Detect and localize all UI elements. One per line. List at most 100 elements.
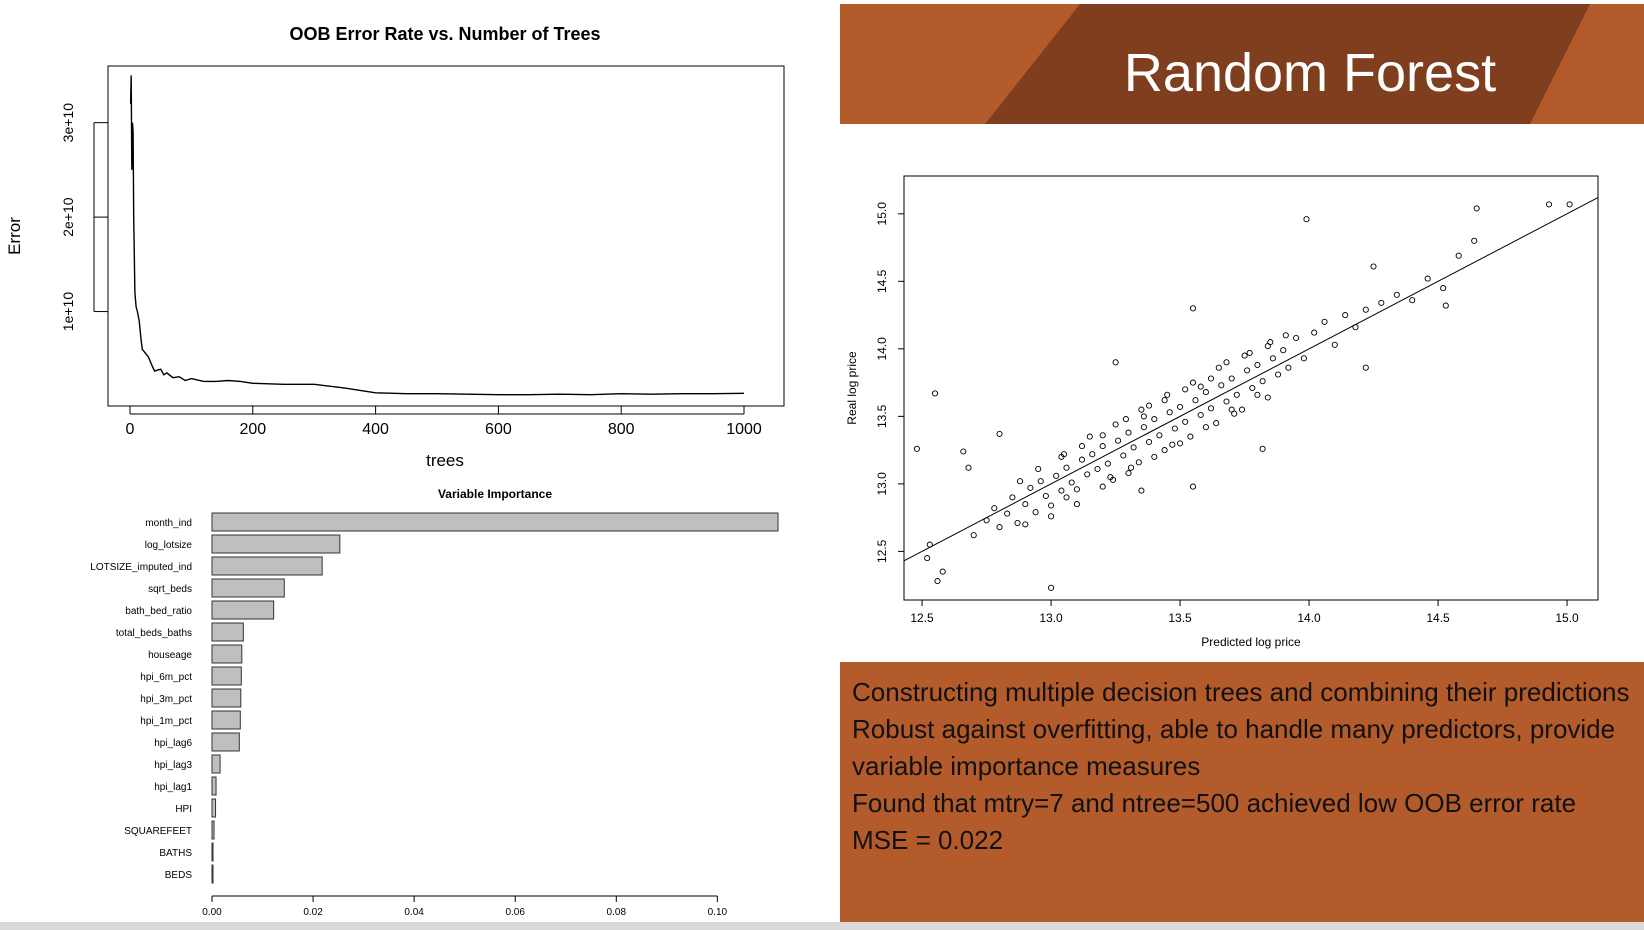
importance-category-label: BATHS [159, 848, 192, 859]
scatter-point [1146, 438, 1153, 446]
scatter-point [1207, 405, 1215, 412]
scatter-point [1161, 447, 1168, 454]
scatter-point [1035, 465, 1042, 473]
scatter-point [1409, 297, 1416, 304]
oob-x-tick-label: 200 [239, 421, 266, 438]
scatter-point [1264, 343, 1271, 350]
importance-bar [211, 754, 221, 774]
scatter-point [1027, 484, 1034, 491]
scatter-point [1017, 478, 1024, 485]
scatter-point [1370, 263, 1377, 270]
scatter-point [1177, 440, 1184, 447]
importance-bar [211, 644, 243, 664]
scatter-point [1122, 416, 1129, 423]
scatter-point [996, 430, 1003, 437]
importance-x-tick-label: 0.02 [303, 907, 323, 918]
importance-bar [211, 842, 214, 862]
scatter-point [1177, 403, 1184, 410]
scatter-y-axis-label: Real log price [845, 351, 859, 425]
scatter-point [1099, 443, 1106, 450]
oob-x-axis-label: trees [426, 451, 464, 470]
importance-bar [211, 534, 341, 554]
scatter-point [1182, 386, 1189, 393]
scatter-point [1233, 391, 1240, 398]
importance-bar [211, 600, 275, 620]
importance-chart-title: Variable Importance [438, 487, 552, 501]
scatter-point [1187, 433, 1194, 440]
scatter-point [1073, 501, 1080, 508]
oob-x-tick-label: 0 [126, 421, 135, 438]
scatter-point [1285, 364, 1292, 371]
scatter-point [1378, 299, 1385, 306]
scatter-point [1182, 418, 1189, 425]
scatter-panel: Predicted log price Real log price 12.5 1… [840, 126, 1632, 662]
scatter-point [1022, 501, 1029, 508]
description-line-4: MSE = 0.022 [852, 825, 1004, 855]
scatter-point [1545, 201, 1553, 208]
scatter-point [1058, 487, 1065, 494]
scatter-point [1171, 425, 1178, 432]
scatter-point [983, 517, 990, 524]
scatter-y-tick-label: 14.0 [875, 337, 889, 361]
scatter-point [1053, 472, 1060, 479]
scatter-point [1202, 424, 1209, 431]
scatter-point [1223, 398, 1230, 405]
scatter-point [1166, 409, 1173, 416]
scatter-point [970, 532, 977, 539]
scatter-point [926, 541, 933, 548]
scatter-point [1331, 341, 1338, 348]
scatter-point [1282, 332, 1289, 339]
importance-bar [211, 512, 779, 532]
scatter-point [1293, 334, 1300, 342]
scatter-point [1130, 444, 1137, 451]
variable-importance-chart: Variable Importance month_ind log_lotsize… [90, 487, 779, 918]
scatter-point [1099, 432, 1106, 439]
scatter-point [1112, 421, 1119, 428]
scatter-point [1169, 441, 1176, 448]
oob-x-tick-label: 1000 [726, 421, 762, 438]
scatter-point [1192, 397, 1199, 404]
importance-bar [211, 864, 214, 884]
importance-category-label: bath_bed_ratio [125, 606, 192, 617]
scatter-point [1259, 445, 1266, 452]
oob-error-series-line [129, 75, 745, 396]
importance-category-label: month_ind [145, 518, 192, 529]
importance-category-label: hpi_6m_pct [140, 672, 192, 683]
scatter-point [1058, 453, 1065, 460]
importance-bar [211, 578, 285, 598]
scatter-point [1362, 364, 1369, 371]
scatter-point [1213, 420, 1220, 427]
scatter-point [1084, 471, 1091, 478]
description-line-1: Constructing multiple decision trees and… [852, 677, 1630, 707]
scatter-point [1073, 486, 1080, 493]
scatter-point [1146, 402, 1153, 409]
scatter-y-tick-label: 15.0 [875, 202, 889, 226]
importance-bar [211, 622, 244, 642]
scatter-point [1303, 216, 1310, 223]
predicted-vs-real-scatter: Predicted log price Real log price 12.5 1… [845, 175, 1599, 649]
scatter-point [1161, 397, 1168, 404]
scatter-point [1151, 416, 1158, 423]
scatter-point [924, 555, 931, 562]
scatter-point [1231, 410, 1238, 417]
scatter-y-tick-label: 14.5 [875, 269, 889, 293]
oob-chart-title: OOB Error Rate vs. Number of Trees [289, 24, 600, 44]
scatter-point [1120, 452, 1127, 459]
description-line-3: Found that mtry=7 and ntree=500 achieved… [852, 788, 1577, 818]
scatter-point [1362, 306, 1369, 313]
scatter-point [1068, 479, 1075, 486]
description-line-2: Robust against overfitting, able to hand… [852, 714, 1616, 781]
scatter-point [1138, 487, 1145, 494]
importance-category-label: BEDS [165, 870, 193, 881]
importance-bar [211, 666, 242, 686]
scatter-point [1393, 291, 1400, 298]
importance-category-label: hpi_lag6 [154, 738, 192, 749]
scatter-point [1202, 389, 1209, 396]
scatter-x-tick-label: 14.0 [1297, 611, 1321, 625]
scatter-plot-frame [903, 175, 1599, 601]
slide-title: Random Forest [1123, 43, 1497, 103]
scatter-point [1215, 364, 1222, 371]
scatter-point [1280, 347, 1287, 354]
description-text: Constructing multiple decision trees and… [852, 674, 1642, 859]
scatter-point [1424, 275, 1431, 282]
